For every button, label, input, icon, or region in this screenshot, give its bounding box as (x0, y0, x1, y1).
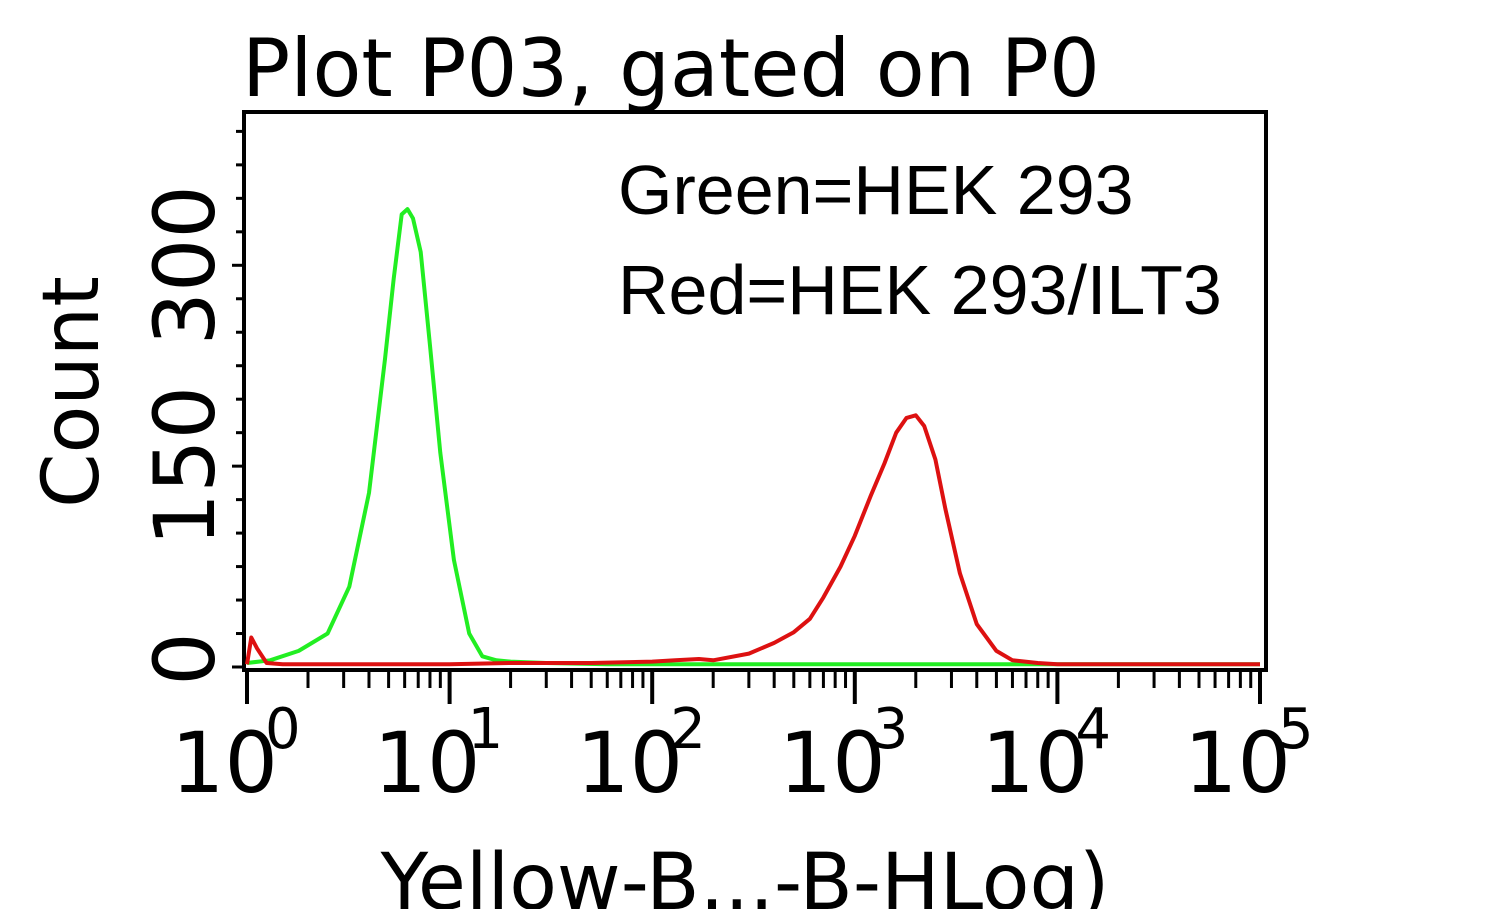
chart-title: Plot P03, gated on P0 (242, 22, 1100, 115)
x-tick-label: 103 (779, 697, 909, 812)
x-tick-exponent: 5 (1278, 697, 1314, 762)
x-tick-base: 10 (981, 714, 1088, 812)
x-tick-label: 101 (374, 697, 504, 812)
x-tick-base: 10 (1184, 714, 1291, 812)
y-tick-label: 0 (136, 632, 234, 685)
y-tick-labels: 0 150 300 (136, 185, 234, 686)
x-tick-base: 10 (779, 714, 886, 812)
series-line-hek293-ilt3 (245, 413, 1260, 667)
plot-frame (242, 110, 1268, 672)
x-tick-exponent: 3 (873, 697, 909, 762)
x-tick-label: 102 (576, 697, 706, 812)
y-axis-label: Count (27, 276, 117, 508)
x-tick-labels: 100 101 102 103 104 105 (171, 697, 1314, 812)
x-tick-base: 10 (374, 714, 481, 812)
x-tick-label: 104 (981, 697, 1111, 812)
legend-entry-red: Red=HEK 293/ILT3 (618, 251, 1222, 329)
x-tick-base: 10 (171, 714, 278, 812)
x-tick-marks (245, 670, 1262, 704)
x-tick-base: 10 (576, 714, 683, 812)
x-tick-exponent: 2 (670, 697, 706, 762)
y-tick-label: 300 (136, 185, 234, 345)
series-line-hek293 (246, 207, 1260, 667)
x-tick-exponent: 1 (468, 697, 504, 762)
y-tick-label: 150 (136, 386, 234, 546)
legend-entry-green: Green=HEK 293 (618, 151, 1134, 229)
y-minor-ticks (232, 129, 244, 669)
x-tick-exponent: 0 (265, 697, 301, 762)
x-tick-label: 105 (1184, 697, 1314, 812)
x-tick-exponent: 4 (1075, 697, 1111, 762)
x-tick-label: 100 (171, 697, 301, 812)
x-axis-label: Yellow-B...-B-HLog) (380, 838, 1110, 909)
